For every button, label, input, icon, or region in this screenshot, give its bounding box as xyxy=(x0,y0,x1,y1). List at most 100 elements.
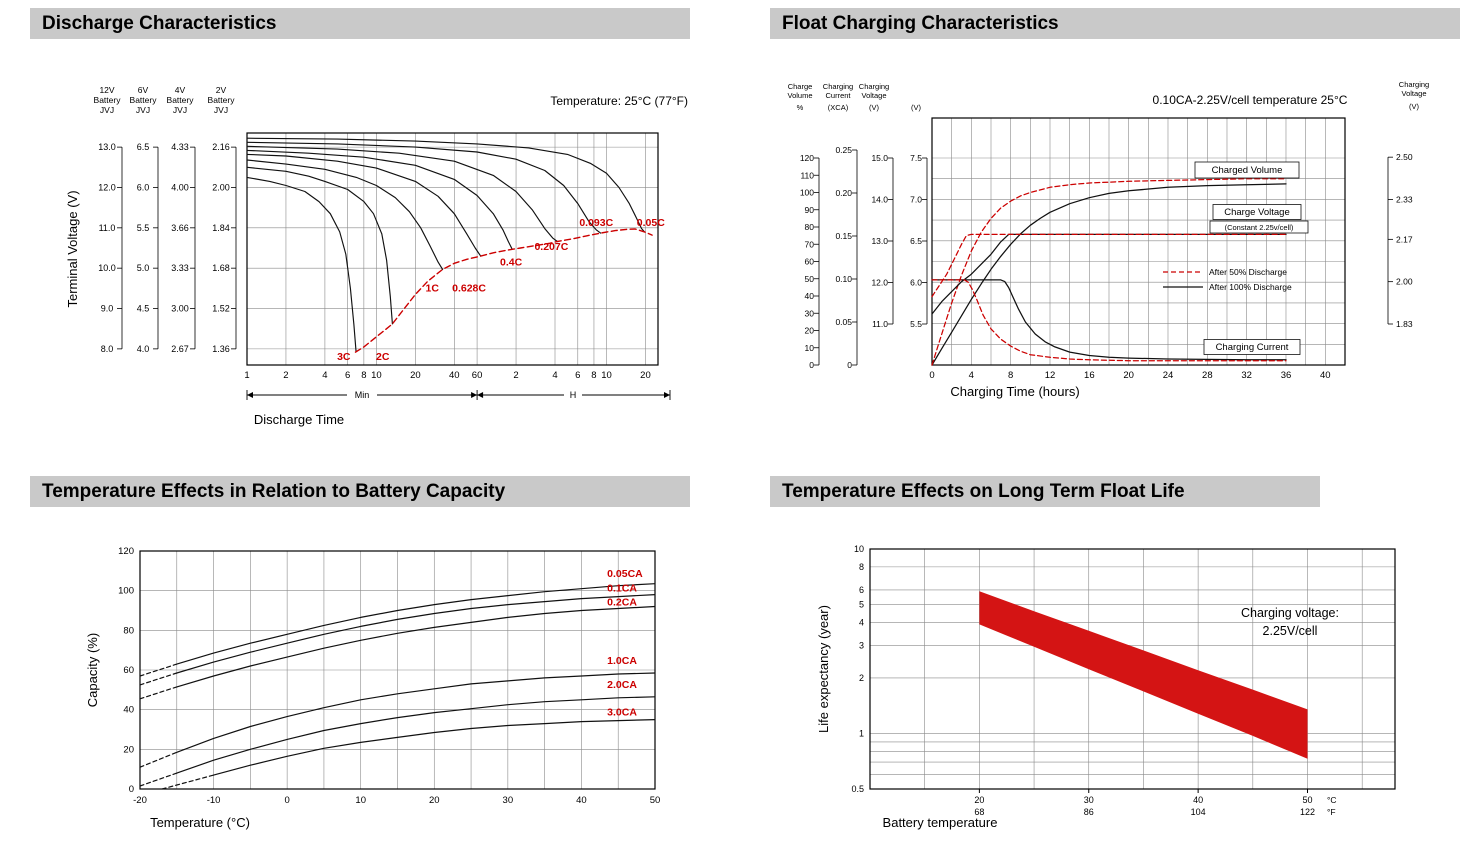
x-tick-celsius: 40 xyxy=(1193,795,1203,805)
curve-label-box xyxy=(1212,204,1302,220)
rate-label-0.4C: 0.4C xyxy=(500,256,523,268)
x-tick-label: 4 xyxy=(552,370,557,381)
arrow-head xyxy=(477,392,484,398)
x-tick-label: 40 xyxy=(449,370,460,381)
curve-charged_volume_100 xyxy=(931,183,1287,366)
y-axis-header: Battery xyxy=(94,95,122,105)
y-tick-label: 0.25 xyxy=(835,145,852,155)
x-tick-label: 50 xyxy=(650,795,661,806)
y-tick-label: 1 xyxy=(859,728,864,738)
y-tick-label: 0 xyxy=(847,360,852,370)
curve-label-box xyxy=(1203,339,1301,355)
x-tick-celsius: 20 xyxy=(974,795,984,805)
y-tick-label: 2 xyxy=(859,673,864,683)
rate-label-2.0CA: 2.0CA xyxy=(607,679,637,691)
charging-voltage-annotation-line1: Charging voltage: xyxy=(1241,606,1339,620)
legend-label: After 100% Discharge xyxy=(1209,282,1292,292)
y-tick-label: 6.0 xyxy=(910,278,922,288)
float-life-title: Temperature Effects on Long Term Float L… xyxy=(770,476,1320,507)
curve-1.0CA xyxy=(176,672,656,753)
discharge-x-ticks: 1 2 4 6 8 10 20 40 60 2 4 6 8 10 20 xyxy=(244,370,650,381)
curve-0.05C xyxy=(246,137,646,233)
y-tick-label: 1.68 xyxy=(212,263,230,273)
y-tick-label: 6 xyxy=(859,585,864,595)
arrow-head xyxy=(471,392,478,398)
curve-0.2CA-dashed xyxy=(139,686,178,700)
discharge-y-axes: 12VBatteryJVJ13.012.011.010.09.08.06VBat… xyxy=(94,85,237,354)
x-tick-label: -20 xyxy=(133,795,147,806)
y-tick-label: 1.36 xyxy=(212,344,230,354)
rate-label-0.093C: 0.093C xyxy=(579,217,613,229)
y-tick-label: 3 xyxy=(859,640,864,650)
y-axis-header: 12V xyxy=(99,85,114,95)
x-tick-label: 40 xyxy=(1320,370,1331,381)
rate-label-3C: 3C xyxy=(337,351,351,363)
y-tick-label: 5.5 xyxy=(910,319,922,329)
curve-label: Charging Current xyxy=(1216,342,1289,353)
y-tick-label: 3.33 xyxy=(171,263,189,273)
y-axis-header: Battery xyxy=(130,95,158,105)
x-tick-label: 8 xyxy=(361,370,366,381)
x-unit-fahrenheit: °F xyxy=(1327,807,1336,817)
y-axis-header: JVJ xyxy=(214,105,228,115)
arrow-head xyxy=(664,392,670,398)
y-axis-header: Battery xyxy=(208,95,236,105)
y-tick-label: 50 xyxy=(805,274,815,284)
y-tick-label: 2.16 xyxy=(212,142,230,152)
y-tick-label: 120 xyxy=(800,153,814,163)
y-tick-label: 6.5 xyxy=(910,236,922,246)
y-tick-label: 2.67 xyxy=(171,344,189,354)
x-tick-label: 20 xyxy=(410,370,421,381)
x-tick-label: 2 xyxy=(283,370,288,381)
x-tick-label: 28 xyxy=(1202,370,1213,381)
x-tick-label: 6 xyxy=(345,370,350,381)
x-tick-label: 0 xyxy=(929,370,934,381)
x-tick-label: 20 xyxy=(1123,370,1134,381)
curve-label-box xyxy=(1209,220,1309,234)
y-tick-label: 4.00 xyxy=(171,182,189,192)
y-tick-label: 10 xyxy=(854,544,864,554)
curve-label: Charge Voltage xyxy=(1224,207,1290,218)
charging-voltage-annotation-line2: 2.25V/cell xyxy=(1263,624,1318,638)
y-tick-label: 40 xyxy=(123,705,134,716)
discharge-grid xyxy=(246,133,658,365)
min-label-bg xyxy=(347,389,377,401)
discharge-plot-border xyxy=(246,132,659,366)
x-tick-label: 8 xyxy=(1008,370,1013,381)
axis-header: Charging xyxy=(859,82,889,91)
y-tick-label: 100 xyxy=(118,586,134,597)
axis-unit: % xyxy=(797,103,804,112)
x-tick-label: 32 xyxy=(1241,370,1252,381)
curve-0.093C xyxy=(246,141,602,234)
y-tick-label: 2.17 xyxy=(1396,234,1413,244)
y-tick-label: 0.15 xyxy=(835,231,852,241)
y-tick-label: 5.5 xyxy=(137,223,150,233)
axis-unit: (V) xyxy=(911,103,922,112)
y-tick-label: 1.83 xyxy=(1396,319,1413,329)
y-tick-label: 20 xyxy=(805,326,815,336)
temp-capacity-chart: 0 20 40 60 80 100 120 -20 -10 0 10 20 30 40 50 Capacity… xyxy=(85,546,661,830)
y-axis-header: JVJ xyxy=(173,105,187,115)
y-tick-label: 70 xyxy=(805,239,815,249)
life-ylabel: Life expectancy (year) xyxy=(816,605,831,733)
y-tick-label: 3.00 xyxy=(171,304,189,314)
curve-1.0CA-dashed xyxy=(139,751,178,768)
discharge-ylabel: Terminal Voltage (V) xyxy=(65,190,80,307)
unit-span-min: Min xyxy=(355,390,370,400)
y-tick-label: 9.0 xyxy=(101,304,114,314)
temp-capacity-title: Temperature Effects in Relation to Batte… xyxy=(30,476,690,507)
capacity-ylabel: Capacity (%) xyxy=(85,633,100,707)
rate-label-3.0CA: 3.0CA xyxy=(607,707,637,719)
y-axis-header: Battery xyxy=(167,95,195,105)
y-tick-label: 1.84 xyxy=(212,223,230,233)
y-tick-label: 7.5 xyxy=(910,153,922,163)
life-xlabel: Battery temperature xyxy=(883,815,998,830)
y-tick-label: 40 xyxy=(805,291,815,301)
y-axis-header: 2V xyxy=(216,85,227,95)
curve-1C xyxy=(246,159,444,270)
rate-label-0.1CA: 0.1CA xyxy=(607,583,637,595)
axis-unit: (V) xyxy=(869,103,880,112)
discharge-title: Discharge Characteristics xyxy=(30,8,690,39)
y-axis-header: 6V xyxy=(138,85,149,95)
